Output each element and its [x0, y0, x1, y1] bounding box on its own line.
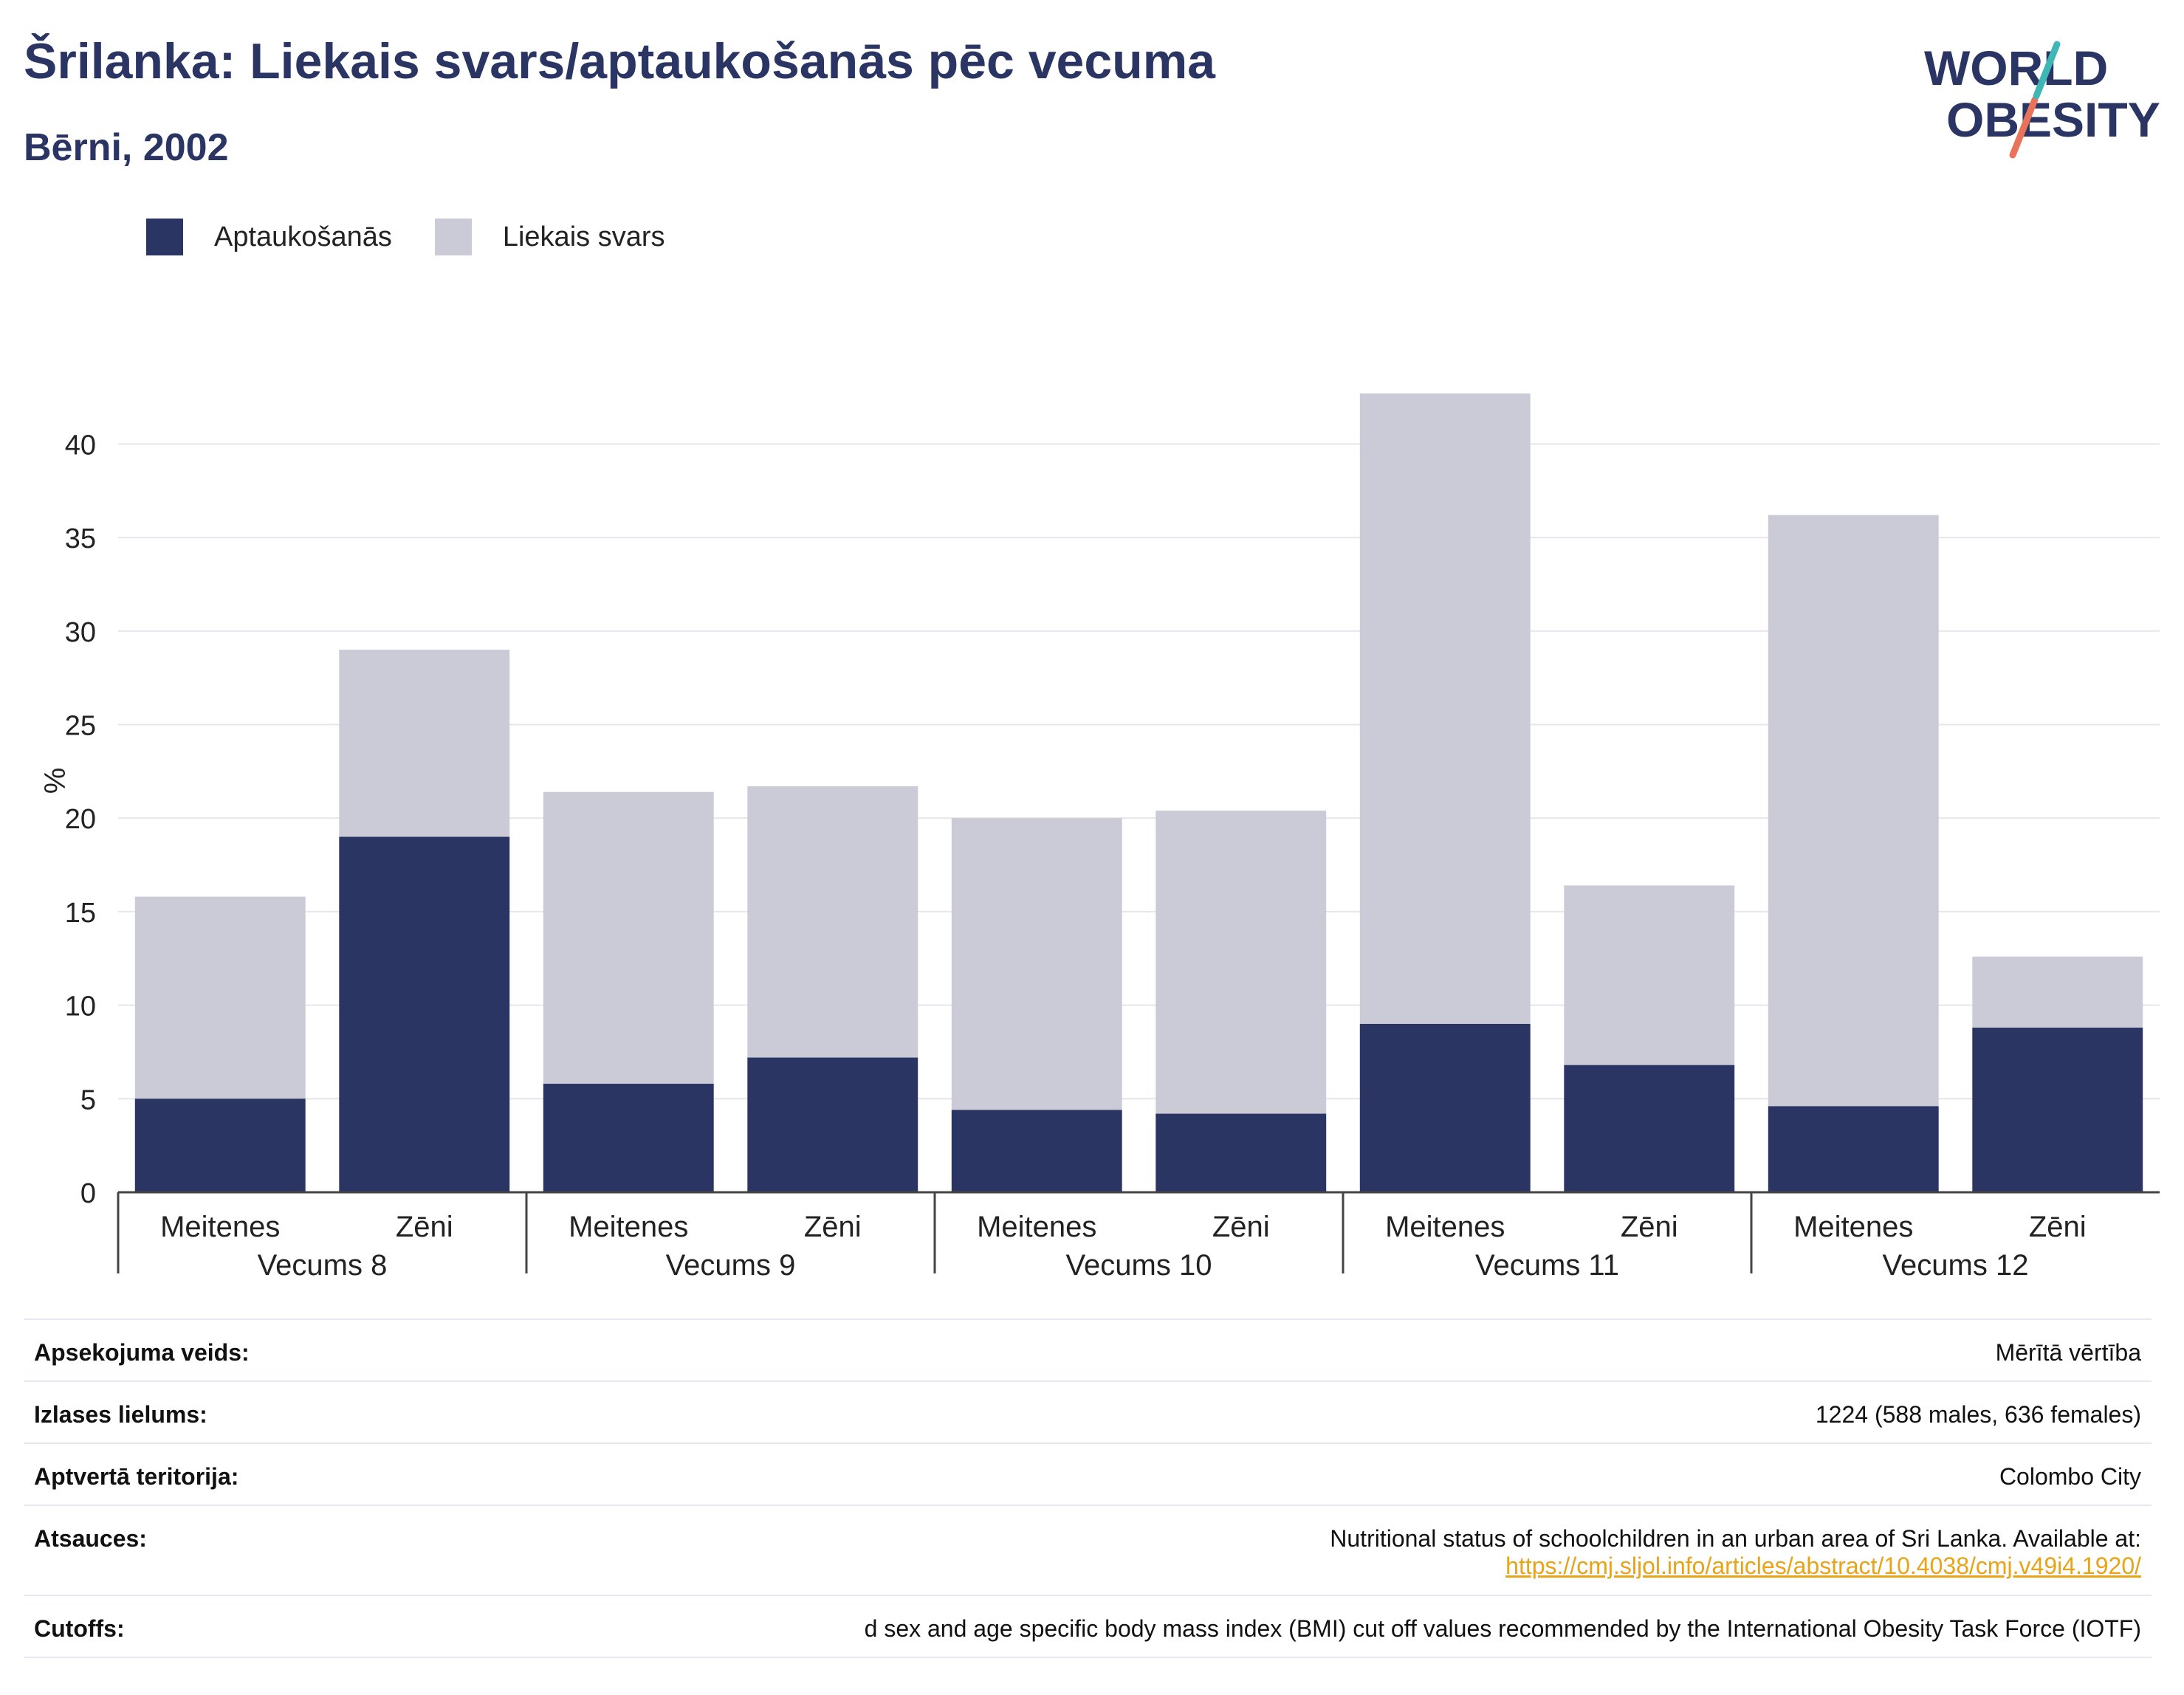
bar-overweight — [1564, 885, 1735, 1065]
legend-item-obesity[interactable]: Aptaukošanās — [146, 219, 392, 255]
x-tick-label: Zēni — [804, 1211, 862, 1243]
info-value: Mērītā vērtība — [1995, 1339, 2141, 1366]
legend-label-obesity: Aptaukošanās — [214, 221, 392, 252]
world-obesity-logo: WORLD OBESITY — [1924, 41, 2160, 159]
bar-obesity — [747, 1057, 918, 1192]
bar-overweight — [339, 650, 510, 837]
y-tick-label: 35 — [65, 523, 96, 554]
logo-line1: WORLD — [1924, 41, 2108, 95]
page-subtitle: Bērni, 2002 — [24, 126, 229, 169]
info-label: Cutoffs: — [34, 1615, 125, 1642]
x-tick-label: Meitenes — [160, 1211, 280, 1243]
x-tick-label: Zēni — [1212, 1211, 1270, 1243]
y-axis-label: % — [39, 768, 72, 794]
page-title: Šrilanka: Liekais svars/aptaukošanās pēc… — [24, 33, 1216, 89]
group-label: Vecums 11 — [1475, 1249, 1619, 1282]
info-row-references: Atsauces: Nutritional status of schoolch… — [24, 1505, 2152, 1595]
x-tick-label: Meitenes — [1385, 1211, 1505, 1243]
bar-obesity — [1564, 1065, 1735, 1192]
x-tick-label: Zēni — [396, 1211, 453, 1243]
bar-obesity — [339, 836, 510, 1192]
y-tick-label: 15 — [65, 898, 96, 929]
info-row-sample-size: Izlases lielums: 1224 (588 males, 636 fe… — [24, 1381, 2152, 1443]
bar-overweight — [747, 786, 918, 1058]
bar-chart: 0 5 10 15 20 25 30 35 40% Meitenes Zēni Meitenes Zēn… — [39, 393, 2160, 1282]
group-label: Vecums 8 — [258, 1249, 388, 1282]
info-value: Colombo City — [1999, 1463, 2141, 1490]
y-tick-label: 10 — [65, 991, 96, 1022]
info-label: Izlases lielums: — [34, 1401, 207, 1428]
x-tick-label: Meitenes — [569, 1211, 688, 1243]
info-value: d sex and age specific body mass index (… — [864, 1615, 2141, 1642]
x-tick-label: Meitenes — [1793, 1211, 1913, 1243]
chart-legend: Aptaukošanās Liekais svars — [146, 219, 707, 255]
y-tick-label: 5 — [80, 1084, 96, 1115]
bar-obesity — [951, 1110, 1122, 1192]
info-row-survey-type: Apsekojuma veids: Mērītā vērtība — [24, 1318, 2152, 1381]
bar-obesity — [1155, 1113, 1327, 1192]
info-value: Nutritional status of schoolchildren in … — [1330, 1525, 2141, 1595]
bar-obesity — [134, 1099, 306, 1192]
y-tick-label: 20 — [65, 804, 96, 835]
y-tick-label: 30 — [65, 617, 96, 648]
x-tick-label: Zēni — [1621, 1211, 1678, 1243]
x-tick-label: Meitenes — [977, 1211, 1096, 1243]
bar-obesity — [543, 1084, 714, 1192]
bar-overweight — [1972, 956, 2143, 1028]
group-label: Vecums 12 — [1883, 1249, 2029, 1282]
bar-overweight — [1359, 393, 1531, 1024]
info-table: Apsekojuma veids: Mērītā vērtība Izlases… — [24, 1318, 2152, 1658]
reference-text: Nutritional status of schoolchildren in … — [1330, 1525, 2141, 1552]
info-row-area: Aptvertā teritorija: Colombo City — [24, 1443, 2152, 1505]
info-label: Atsauces: — [34, 1525, 147, 1552]
legend-swatch-overweight — [434, 219, 472, 255]
bar-obesity — [1768, 1106, 1939, 1192]
group-label: Vecums 9 — [666, 1249, 796, 1282]
x-tick-label: Zēni — [2029, 1211, 2087, 1243]
reference-link[interactable]: https://cmj.sljol.info/articles/abstract… — [1505, 1553, 2141, 1579]
info-value: 1224 (588 males, 636 females) — [1815, 1401, 2141, 1428]
legend-swatch-obesity — [146, 219, 183, 255]
bar-obesity — [1359, 1023, 1531, 1192]
y-tick-label: 25 — [65, 710, 96, 741]
legend-item-overweight[interactable]: Liekais svars — [434, 219, 665, 255]
info-row-cutoffs: Cutoffs: d sex and age specific body mas… — [24, 1595, 2152, 1658]
bar-overweight — [1768, 515, 1939, 1107]
group-label: Vecums 10 — [1066, 1249, 1212, 1282]
bar-overweight — [543, 791, 714, 1084]
info-label: Apsekojuma veids: — [34, 1339, 250, 1366]
y-tick-label: 0 — [80, 1178, 96, 1209]
bar-overweight — [951, 818, 1122, 1110]
bar-overweight — [1155, 811, 1327, 1114]
legend-label-overweight: Liekais svars — [502, 221, 665, 252]
info-label: Aptvertā teritorija: — [34, 1463, 239, 1490]
bar-obesity — [1972, 1028, 2143, 1192]
logo-line2: OBESITY — [1946, 92, 2160, 147]
bar-overweight — [134, 896, 306, 1099]
y-tick-label: 40 — [65, 430, 96, 461]
